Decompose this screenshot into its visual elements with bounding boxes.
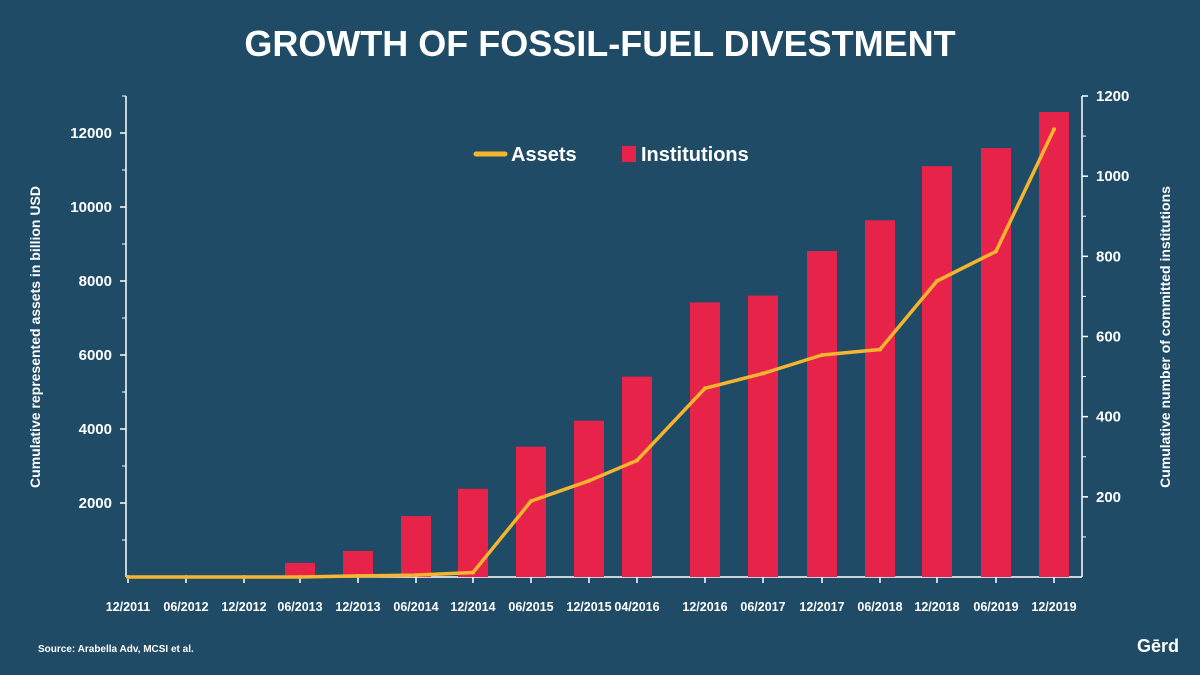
assets-point bbox=[184, 575, 188, 579]
right-tick-label: 200 bbox=[1096, 489, 1121, 506]
assets-point bbox=[935, 279, 939, 283]
right-axis-label: Cumulative number of committed instituti… bbox=[1157, 186, 1173, 488]
legend-institutions-label: Institutions bbox=[641, 144, 749, 166]
x-tick-label: 12/2015 bbox=[566, 600, 611, 614]
institutions-bar bbox=[922, 166, 952, 578]
x-tick-label: 12/2013 bbox=[335, 600, 380, 614]
left-tick-label: 12000 bbox=[70, 125, 112, 142]
assets-point bbox=[471, 570, 475, 575]
assets-point bbox=[761, 371, 765, 376]
x-tick-label: 06/2018 bbox=[857, 600, 902, 614]
legend: Assets Institutions bbox=[473, 144, 749, 166]
assets-point bbox=[242, 575, 246, 579]
assets-point bbox=[126, 575, 130, 579]
x-tick-label: 04/2016 bbox=[614, 600, 659, 614]
right-tick-label: 800 bbox=[1096, 248, 1121, 265]
x-tick-label: 12/2017 bbox=[799, 600, 844, 614]
left-tick-label: 8000 bbox=[79, 273, 112, 290]
assets-point bbox=[878, 347, 882, 352]
right-tick-label: 600 bbox=[1096, 329, 1121, 346]
institutions-bar bbox=[622, 376, 652, 577]
right-axis-ticks: 200 400 600 800 1000 1200 bbox=[1082, 88, 1129, 538]
x-tick-label: 06/2012 bbox=[163, 600, 208, 614]
institutions-bar bbox=[458, 488, 488, 577]
institutions-bar bbox=[748, 295, 778, 577]
assets-point bbox=[635, 458, 639, 463]
brand-logo: Gērd bbox=[1137, 636, 1179, 656]
assets-point bbox=[414, 573, 418, 578]
x-tick-label: 06/2013 bbox=[277, 600, 322, 614]
right-tick-label: 1200 bbox=[1096, 88, 1129, 105]
institutions-bar bbox=[285, 562, 315, 577]
x-tick-label: 06/2014 bbox=[393, 600, 438, 614]
x-tick-label: 06/2017 bbox=[740, 600, 785, 614]
assets-point bbox=[1052, 127, 1056, 132]
institutions-bar bbox=[981, 148, 1011, 577]
institutions-bar bbox=[690, 302, 720, 577]
institutions-bar bbox=[574, 420, 604, 577]
assets-point bbox=[587, 478, 591, 483]
x-tick-label: 06/2015 bbox=[508, 600, 553, 614]
assets-point bbox=[994, 249, 998, 254]
left-tick-label: 2000 bbox=[79, 495, 112, 512]
x-tick-label: 12/2018 bbox=[914, 600, 959, 614]
x-tick-label: 12/2014 bbox=[450, 600, 495, 614]
institutions-bar bbox=[865, 220, 895, 577]
left-axis-ticks: 2000 4000 6000 8000 10000 12000 bbox=[70, 95, 126, 541]
x-tick-label: 12/2012 bbox=[221, 600, 266, 614]
assets-point bbox=[703, 386, 707, 391]
institutions-bar bbox=[343, 550, 373, 577]
left-axis-label: Cumulative represented assets in billion… bbox=[27, 186, 43, 488]
legend-assets-label: Assets bbox=[511, 144, 577, 166]
assets-point bbox=[298, 575, 302, 579]
left-tick-label: 6000 bbox=[79, 347, 112, 364]
right-tick-label: 1000 bbox=[1096, 168, 1129, 185]
x-tick-label: 06/2019 bbox=[973, 600, 1018, 614]
source-note: Source: Arabella Adv, MCSI et al. bbox=[38, 644, 194, 655]
assets-point bbox=[356, 573, 360, 578]
institutions-bar bbox=[401, 516, 431, 577]
x-tick-label: 12/2016 bbox=[682, 600, 727, 614]
x-axis-ticks: 12/2011 06/2012 12/2012 06/2013 12/2013 06/20… bbox=[106, 577, 1077, 614]
left-tick-label: 10000 bbox=[70, 199, 112, 216]
right-tick-label: 400 bbox=[1096, 409, 1121, 426]
x-tick-label: 12/2011 bbox=[106, 600, 151, 614]
institutions-bar bbox=[1039, 112, 1069, 578]
assets-line-group bbox=[126, 127, 1056, 579]
left-tick-label: 4000 bbox=[79, 421, 112, 438]
institutions-bar bbox=[807, 251, 837, 577]
x-tick-label: 12/2019 bbox=[1031, 600, 1076, 614]
chart-title: GROWTH OF FOSSIL-FUEL DIVESTMENT bbox=[244, 23, 955, 64]
assets-point bbox=[529, 499, 533, 504]
assets-point bbox=[820, 353, 824, 357]
institutions-bars bbox=[285, 112, 1069, 578]
legend-institutions-swatch bbox=[622, 146, 636, 162]
